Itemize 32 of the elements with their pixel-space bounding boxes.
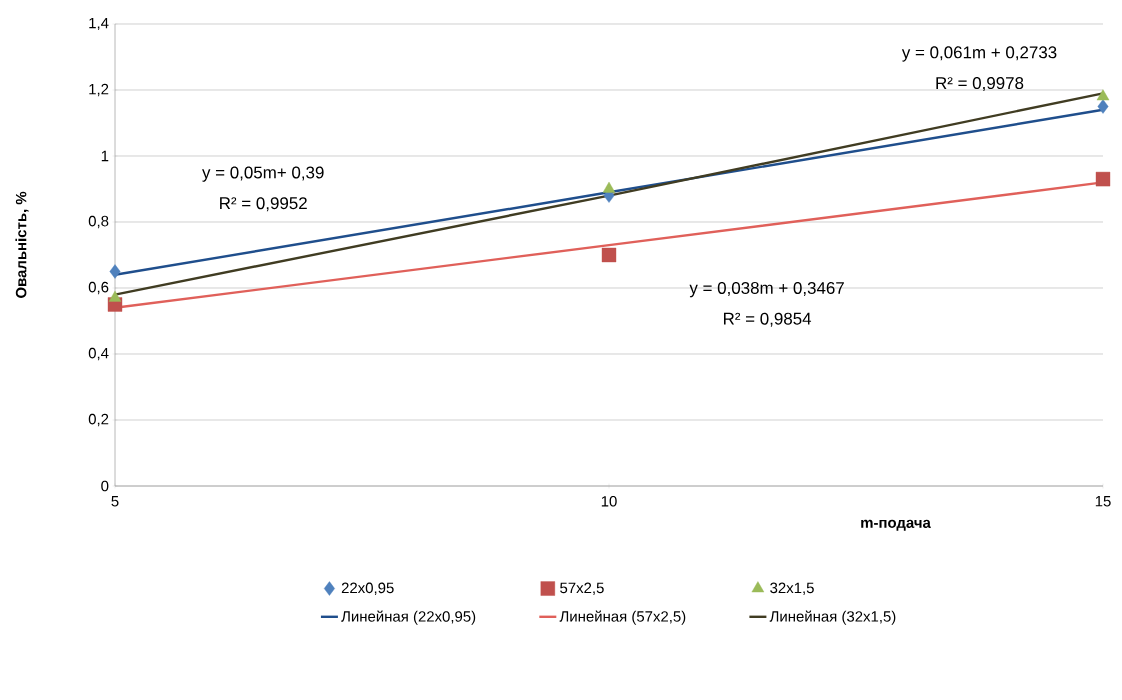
point xyxy=(602,181,616,193)
y-tick-label: 0,8 xyxy=(88,215,109,229)
x-tick-label: 5 xyxy=(111,496,119,507)
y-axis-title: Овальність, % xyxy=(15,191,29,298)
point xyxy=(109,264,121,279)
y-tick-label: 0,4 xyxy=(88,347,109,361)
y-tick-label: 0 xyxy=(101,480,109,492)
legend-label: 22x0,95 xyxy=(341,582,394,595)
x-tick-label: 15 xyxy=(1095,496,1111,507)
x-axis-title: m-подача xyxy=(861,519,931,531)
legend-label: Линейная (22x0,95) xyxy=(341,610,476,625)
y-tick-label: 1,4 xyxy=(89,17,109,31)
annotation: y = 0,05m+ 0,39 xyxy=(202,166,324,182)
point xyxy=(601,247,617,263)
annotation: R² = 0,9854 xyxy=(723,312,812,327)
y-tick-label: 1,2 xyxy=(89,83,109,97)
legend-label: 57x2,5 xyxy=(560,582,604,595)
y-tick-label: 0,6 xyxy=(88,281,109,295)
point xyxy=(108,290,122,302)
x-tick-label: 10 xyxy=(601,496,617,507)
point xyxy=(1096,89,1110,101)
y-tick-label: 0,2 xyxy=(88,413,109,427)
point xyxy=(1097,99,1109,114)
y-tick-label: 1 xyxy=(101,150,109,162)
annotation: y = 0,038m + 0,3467 xyxy=(689,281,844,298)
annotation: R² = 0,9978 xyxy=(936,77,1024,92)
legend-label: 32x1,5 xyxy=(770,582,814,595)
annotation: R² = 0,9952 xyxy=(220,197,307,212)
legend-label: Линейная (32x1,5) xyxy=(769,610,896,625)
point xyxy=(1095,171,1111,187)
annotation: y = 0,061m + 0,2733 xyxy=(901,46,1057,62)
legend-label: Линейная (57x2,5) xyxy=(559,610,686,625)
